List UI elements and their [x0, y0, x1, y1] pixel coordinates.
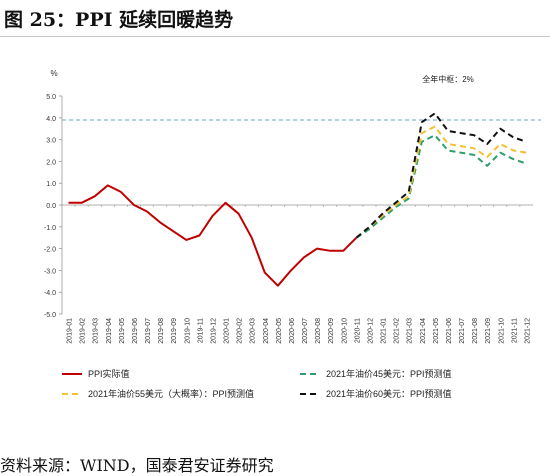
x-tick-label: 2020-05	[276, 318, 283, 344]
x-tick-label: 2020-10	[341, 318, 348, 344]
x-tick-label: 2019-10	[184, 318, 191, 344]
y-tick-label: 5.0	[46, 94, 56, 101]
x-tick-label: 2020-12	[367, 318, 374, 344]
y-tick-label: -1.0	[44, 225, 56, 232]
x-tick-label: 2020-07	[302, 318, 309, 344]
legend-label-0: PPI实际值	[88, 368, 130, 379]
x-tick-label: 2019-03	[93, 318, 100, 344]
x-tick-label: 2020-08	[315, 318, 322, 344]
x-tick-label: 2019-09	[171, 318, 178, 344]
title-divider	[0, 36, 550, 37]
x-tick-label: 2020-01	[224, 318, 231, 344]
x-tick-label: 2021-02	[394, 318, 401, 344]
x-tick-label: 2020-03	[250, 318, 257, 344]
x-tick-label: 2020-04	[263, 318, 270, 344]
x-tick-label: 2020-11	[354, 318, 361, 343]
y-axis-label: %	[50, 69, 57, 78]
x-tick-label: 2019-08	[158, 318, 165, 344]
legend-label-1: 2021年油价45美元：PPI预测值	[326, 368, 452, 379]
annotation-group: 全年中枢：2%	[422, 74, 474, 84]
y-tick-label: 4.0	[46, 116, 56, 123]
y-tick-label: -3.0	[44, 268, 56, 275]
x-tick-label: 2019-05	[119, 318, 126, 344]
x-tick-label: 2020-09	[328, 318, 335, 344]
x-tick-label: 2019-04	[106, 318, 113, 344]
legend-label-2: 2021年油价55美元（大概率）：PPI预测值	[88, 388, 254, 399]
series-line-2	[355, 125, 527, 239]
series-line-1	[355, 134, 527, 239]
chart-area: % 5.0 4.0 3.0 2.0 1.0 0.0 -1.0 -2.0 -3.0 -4.0 -5.0 2…	[0, 40, 550, 440]
ppi-line-chart: % 5.0 4.0 3.0 2.0 1.0 0.0 -1.0 -2.0 -3.0 -4.0 -5.0 2…	[44, 69, 541, 399]
x-tick-label: 2021-11	[511, 318, 518, 343]
legend-label-3: 2021年油价60美元：PPI预测值	[326, 388, 452, 399]
x-tick-label: 2019-07	[145, 318, 152, 344]
x-tick-label: 2021-10	[498, 318, 505, 344]
annotation-label: 全年中枢：2%	[422, 74, 474, 84]
y-tick-label: 1.0	[46, 181, 56, 188]
x-tick-label: 2021-06	[446, 318, 453, 344]
x-tick-label: 2020-02	[237, 318, 244, 344]
x-tick-label: 2021-03	[407, 318, 414, 344]
series-group	[68, 112, 527, 287]
legend-group: PPI实际值 2021年油价45美元：PPI预测值 2021年油价55美元（大概率）…	[62, 368, 452, 399]
y-tick-label: -5.0	[44, 312, 56, 319]
x-tick-label: 2019-11	[197, 318, 204, 343]
figure-title: 图 25：PPI 延续回暖趋势	[4, 9, 234, 31]
x-tick-label: 2021-12	[524, 318, 531, 344]
y-tick-label: 2.0	[46, 159, 56, 166]
x-tick-label: 2021-01	[381, 318, 388, 344]
y-tick-label: 3.0	[46, 138, 56, 145]
x-tick-label: 2021-09	[485, 318, 492, 344]
series-line-0	[68, 184, 358, 287]
y-tick-label: -4.0	[44, 290, 56, 297]
x-tick-label: 2020-06	[289, 318, 296, 344]
x-tick-label: 2019-06	[132, 318, 139, 344]
axes-group: % 5.0 4.0 3.0 2.0 1.0 0.0 -1.0 -2.0 -3.0 -4.0 -5.0 2…	[44, 69, 533, 344]
x-tick-label: 2019-01	[67, 318, 74, 344]
x-tick-label: 2019-02	[80, 318, 87, 344]
x-tick-label: 2021-07	[459, 318, 466, 344]
x-tick-label: 2021-05	[433, 318, 440, 344]
x-tick-label: 2021-04	[420, 318, 427, 344]
x-tick-label: 2019-12	[210, 318, 217, 344]
y-tick-label: -2.0	[44, 247, 56, 254]
figure-header: 图 25：PPI 延续回暖趋势	[0, 0, 550, 37]
source-note: 资料来源：WIND，国泰君安证券研究	[0, 456, 274, 475]
x-tick-label: 2021-08	[472, 318, 479, 344]
y-tick-label: 0.0	[46, 203, 56, 210]
